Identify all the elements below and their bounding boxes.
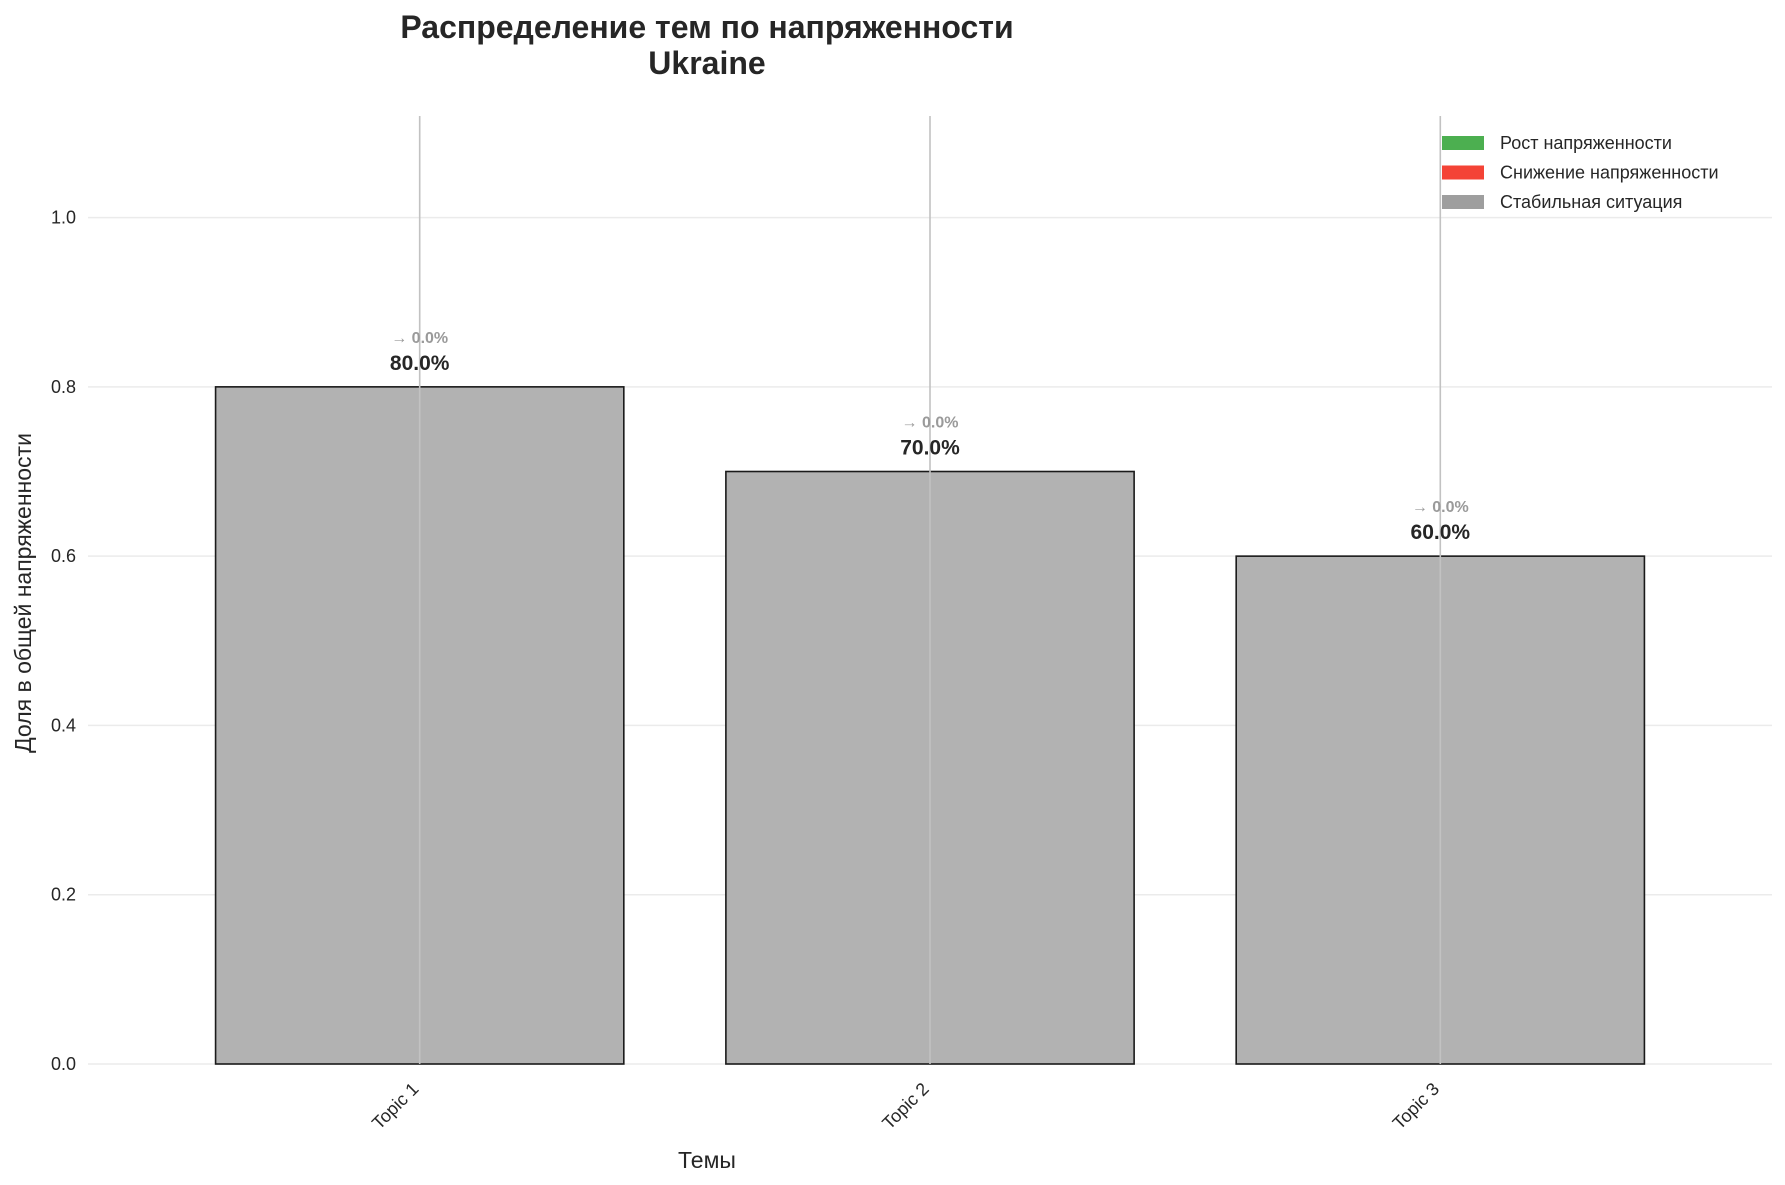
legend-label: Стабильная ситуация: [1500, 192, 1682, 212]
trend-lines: [418, 116, 1442, 1064]
legend-swatch: [1442, 136, 1484, 150]
legend-label: Рост напряженности: [1500, 133, 1672, 153]
legend: Рост напряженности Снижение напряженности…: [1442, 133, 1719, 212]
bar-value-label: 70.0%: [900, 437, 960, 460]
chart-subtitle: Ukraine: [648, 45, 765, 81]
bar-labels: 80.0% → 0.0% 70.0% → 0.0% 60.0% → 0.0%: [390, 330, 1470, 544]
y-tick-label: 0.8: [51, 377, 76, 397]
x-axis-ticks: Topic 1 Topic 2 Topic 3: [368, 1079, 1443, 1133]
legend-swatch: [1442, 195, 1484, 209]
x-tick-label: Topic 1: [368, 1079, 422, 1133]
y-tick-label: 0.0: [51, 1054, 76, 1074]
y-tick-label: 1.0: [51, 208, 76, 228]
bar-change-label: → 0.0%: [391, 330, 448, 347]
y-tick-label: 0.4: [51, 715, 76, 735]
y-axis-label: Доля в общей напряженности: [10, 433, 36, 753]
legend-label: Снижение напряженности: [1500, 163, 1719, 183]
x-axis-label: Темы: [678, 1147, 736, 1173]
chart-title: Распределение тем по напряженности: [400, 9, 1013, 45]
legend-swatch: [1442, 165, 1484, 180]
bar-value-label: 60.0%: [1411, 521, 1471, 544]
bar-value-label: 80.0%: [390, 352, 450, 375]
y-axis-ticks: 0.0 0.2 0.4 0.6 0.8 1.0: [51, 208, 76, 1074]
x-tick-label: Topic 2: [878, 1079, 932, 1133]
bar-change-label: → 0.0%: [902, 415, 959, 432]
bar-change-label: → 0.0%: [1412, 499, 1469, 516]
x-tick-label: Topic 3: [1389, 1079, 1443, 1133]
y-tick-label: 0.2: [51, 885, 76, 905]
y-tick-label: 0.6: [51, 546, 76, 566]
